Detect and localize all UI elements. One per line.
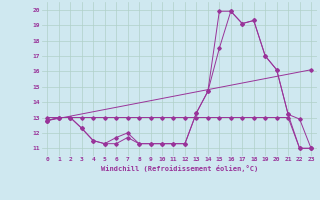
X-axis label: Windchill (Refroidissement éolien,°C): Windchill (Refroidissement éolien,°C) <box>100 165 258 172</box>
